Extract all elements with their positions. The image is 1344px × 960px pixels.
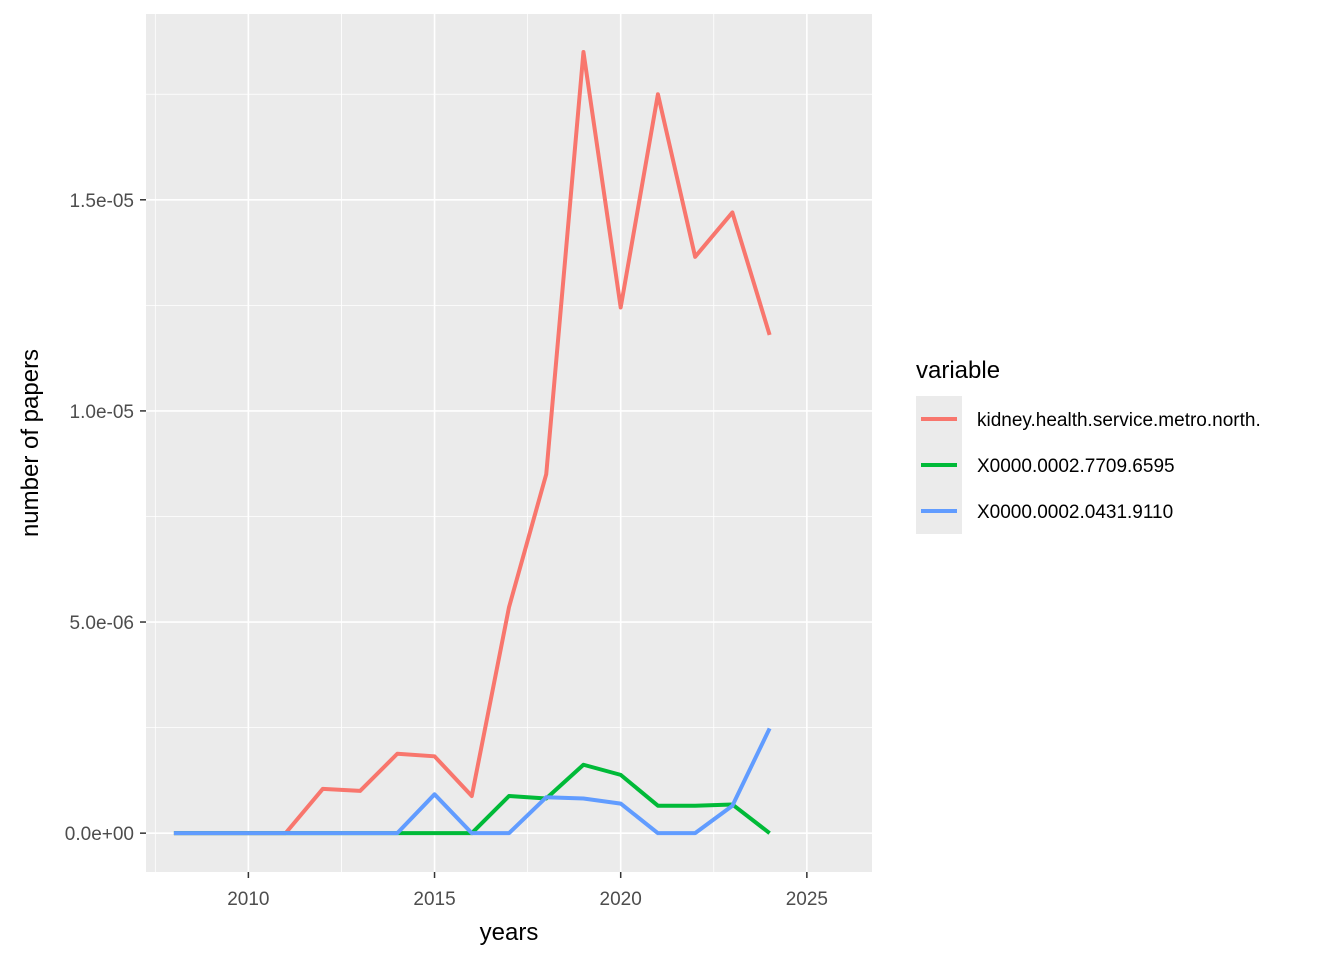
x-tick-label: 2020 [600,889,642,910]
series-lines [173,50,772,836]
legend-keys: kidney.health.service.metro.north. X0000.… [916,396,1261,534]
y-tick-label: 5.0e-06 [70,613,134,634]
y-tick-label: 0.0e+00 [65,824,134,845]
x-axis-title: years [480,919,539,946]
legend-title: variable [916,357,1000,384]
series-line-3 [173,727,772,836]
major-gridlines [146,14,872,872]
x-tick-label: 2010 [227,889,269,910]
legend-label: X0000.0002.0431.9110 [977,502,1173,523]
x-tick-label: 2015 [413,889,455,910]
y-axis: 0.0e+00 5.0e-06 1.0e-05 1.5e-05 [65,191,146,845]
legend-label: kidney.health.service.metro.north. [977,410,1261,431]
legend: variable kidney.health.service.metro.nor… [916,357,1261,534]
plot-panel [146,14,872,872]
legend-label: X0000.0002.7709.6595 [977,456,1175,477]
y-axis-title: number of papers [17,349,44,537]
y-tick-label: 1.0e-05 [70,402,134,423]
x-tick-label: 2025 [786,889,828,910]
x-axis: 2010 2015 2020 2025 [227,872,828,910]
minor-gridlines [146,14,872,872]
y-tick-label: 1.5e-05 [70,191,134,212]
